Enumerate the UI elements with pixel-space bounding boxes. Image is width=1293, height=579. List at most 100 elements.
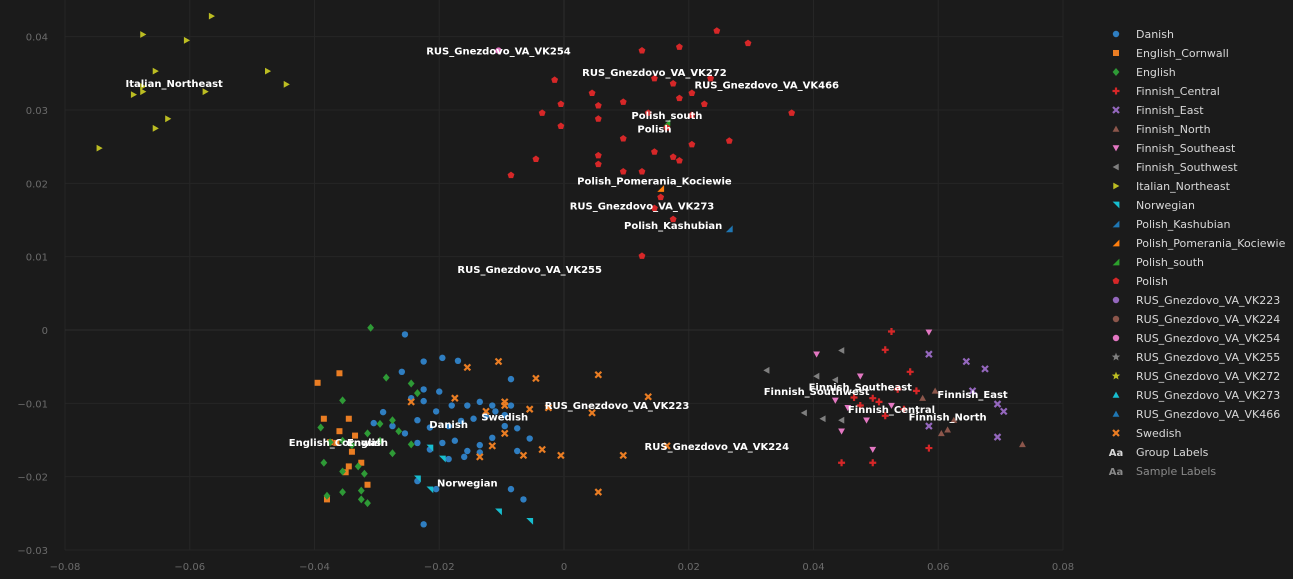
point-danish xyxy=(464,402,471,409)
point-danish xyxy=(454,357,462,364)
point-polish xyxy=(644,109,652,116)
point-swedish xyxy=(451,394,459,402)
point-finnish-southwest xyxy=(831,376,839,384)
point-english xyxy=(407,379,415,388)
point-english xyxy=(323,491,331,500)
point-norwegian xyxy=(526,518,534,525)
point-polish xyxy=(744,39,752,47)
point-english xyxy=(407,440,415,449)
x-tick-label: −0.08 xyxy=(50,562,81,573)
point-danish xyxy=(420,521,427,528)
point-english xyxy=(364,499,371,508)
legend-item-label: Finnish_East xyxy=(1136,104,1204,117)
point-swedish xyxy=(476,453,484,461)
point-swedish xyxy=(619,451,628,460)
point-finnish-east xyxy=(962,357,971,366)
point-italian-northeast xyxy=(183,36,191,44)
point-polish xyxy=(788,109,796,116)
point-polish xyxy=(651,148,658,155)
point-swedish xyxy=(594,488,603,496)
point-english xyxy=(389,449,396,458)
point-polish xyxy=(594,160,602,168)
legend-item-label: RUS_Gnezdovo_VA_VK223 xyxy=(1136,294,1280,307)
legend-marker-polish xyxy=(1112,277,1120,284)
grid-lines xyxy=(64,0,1064,551)
point-italian-northeast xyxy=(264,67,272,75)
y-tick-label: −0.01 xyxy=(17,399,48,410)
point-english-cornwall xyxy=(352,432,359,439)
group-label: Finnish_Southeast xyxy=(809,382,913,393)
point-finnish-southwest xyxy=(819,415,826,423)
point-english xyxy=(364,429,371,438)
point-danish xyxy=(420,397,427,405)
legend-aa-icon: Aa xyxy=(1109,467,1124,478)
point-finnish-southeast xyxy=(813,351,821,358)
point-danish xyxy=(520,496,527,503)
legend-item-label: RUS_Gnezdovo_VA_VK255 xyxy=(1136,351,1280,364)
point-english xyxy=(320,458,328,467)
point-polish xyxy=(532,155,540,163)
legend-item-label: Polish xyxy=(1136,275,1168,288)
point-polish xyxy=(688,140,696,148)
point-swedish xyxy=(500,401,509,410)
point-finnish-central xyxy=(850,393,858,401)
point-polish xyxy=(669,215,677,223)
group-label: Polish_Pomerania_Kociewie xyxy=(577,176,732,187)
point-danish xyxy=(507,375,515,383)
x-tick-label: 0.02 xyxy=(678,562,700,573)
x-tick-label: 0 xyxy=(561,562,567,573)
point-polish xyxy=(557,122,565,130)
point-english-cornwall xyxy=(342,469,349,476)
group-label: Finnish_Central xyxy=(848,405,935,416)
group-labels: RUS_Gnezdovo_VA_VK254 Italian_Northeast RU… xyxy=(126,47,1008,490)
point-finnish-east xyxy=(968,387,977,395)
point-danish xyxy=(476,398,483,406)
point-finnish-southeast xyxy=(838,428,845,435)
point-italian-northeast xyxy=(96,144,103,152)
point-polish xyxy=(669,153,677,160)
point-polish xyxy=(669,80,677,87)
point-rus-gnezdovo-va-vk254 xyxy=(495,47,502,54)
legend-item-label: RUS_Gnezdovo_VA_VK254 xyxy=(1136,332,1280,345)
point-finnish-north xyxy=(944,426,952,433)
point-polish xyxy=(675,94,683,102)
point-polish xyxy=(688,89,696,97)
legend-marker-polish-kashubian xyxy=(1112,220,1120,228)
legend-item-label: RUS_Gnezdovo_VA_VK224 xyxy=(1136,313,1280,326)
point-danish xyxy=(501,422,508,430)
point-polish xyxy=(594,102,602,109)
point-danish xyxy=(514,447,521,455)
point-danish xyxy=(464,447,471,455)
point-polish-kashubian xyxy=(725,225,733,233)
point-polish xyxy=(638,168,646,175)
point-norwegian xyxy=(495,508,502,516)
point-finnish-north xyxy=(1019,441,1026,448)
legend-marker-polish-pomerania-kociewie xyxy=(1112,239,1120,247)
y-tick-label: 0.02 xyxy=(26,179,48,190)
point-english xyxy=(339,436,346,445)
legend-item-label: Polish_Pomerania_Kociewie xyxy=(1136,237,1286,250)
point-polish xyxy=(675,157,683,164)
point-finnish-east xyxy=(999,407,1008,416)
point-swedish xyxy=(538,445,546,454)
point-finnish-east xyxy=(925,350,933,358)
point-danish xyxy=(389,422,396,430)
group-label: RUS_Gnezdovo_VA_VK223 xyxy=(545,401,690,412)
point-polish xyxy=(675,43,683,50)
point-swedish xyxy=(494,357,503,366)
point-finnish-north xyxy=(931,387,939,394)
point-italian-northeast xyxy=(283,80,290,88)
legend-marker-english xyxy=(1112,68,1120,76)
point-polish xyxy=(657,193,665,201)
point-english xyxy=(414,389,421,398)
point-english-cornwall xyxy=(345,463,352,470)
point-danish xyxy=(501,411,508,419)
point-english-cornwall xyxy=(333,439,340,446)
point-danish xyxy=(526,435,533,442)
legend-marker-polish-south xyxy=(1112,258,1120,266)
y-tick-label: 0.04 xyxy=(26,33,48,44)
point-danish xyxy=(448,402,455,409)
legend-marker-finnish-north xyxy=(1112,125,1120,132)
point-polish xyxy=(619,98,627,105)
